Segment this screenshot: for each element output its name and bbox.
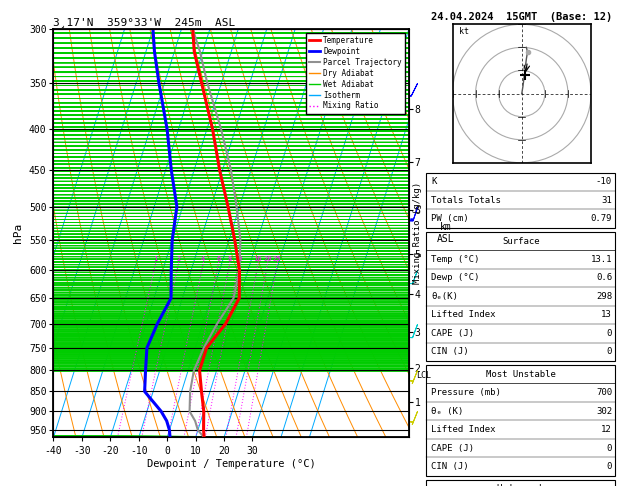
Text: 6: 6 <box>216 256 220 262</box>
Text: 10: 10 <box>234 256 243 262</box>
Legend: Temperature, Dewpoint, Parcel Trajectory, Dry Adiabat, Wet Adiabat, Isotherm, Mi: Temperature, Dewpoint, Parcel Trajectory… <box>306 33 405 114</box>
X-axis label: Dewpoint / Temperature (°C): Dewpoint / Temperature (°C) <box>147 459 316 469</box>
Text: 13: 13 <box>601 311 612 319</box>
Text: 0: 0 <box>606 444 612 452</box>
Text: Surface: Surface <box>502 237 540 245</box>
Text: CAPE (J): CAPE (J) <box>431 444 474 452</box>
Text: kt: kt <box>459 27 469 35</box>
Text: Dewp (°C): Dewp (°C) <box>431 274 480 282</box>
Text: 4: 4 <box>201 256 205 262</box>
Text: 0: 0 <box>606 462 612 471</box>
Text: 0.79: 0.79 <box>591 214 612 223</box>
Text: PW (cm): PW (cm) <box>431 214 469 223</box>
Text: 302: 302 <box>596 407 612 416</box>
Text: CAPE (J): CAPE (J) <box>431 329 474 338</box>
Text: Most Unstable: Most Unstable <box>486 370 556 379</box>
Text: 1: 1 <box>153 256 157 262</box>
Text: 31: 31 <box>601 196 612 205</box>
Text: 700: 700 <box>596 388 612 397</box>
Text: 298: 298 <box>596 292 612 301</box>
Text: Lifted Index: Lifted Index <box>431 311 496 319</box>
Text: CIN (J): CIN (J) <box>431 347 469 356</box>
Text: Hodograph: Hodograph <box>497 485 545 486</box>
Text: 0: 0 <box>606 329 612 338</box>
Y-axis label: km
ASL: km ASL <box>437 223 454 244</box>
Text: Lifted Index: Lifted Index <box>431 425 496 434</box>
Text: K: K <box>431 177 437 186</box>
Text: Pressure (mb): Pressure (mb) <box>431 388 501 397</box>
Text: 16: 16 <box>253 256 262 262</box>
Text: 13.1: 13.1 <box>591 255 612 264</box>
Text: 8: 8 <box>227 256 231 262</box>
Text: -10: -10 <box>596 177 612 186</box>
Text: 12: 12 <box>601 425 612 434</box>
Text: 24.04.2024  15GMT  (Base: 12): 24.04.2024 15GMT (Base: 12) <box>431 12 612 22</box>
Text: 0.6: 0.6 <box>596 274 612 282</box>
Text: 0: 0 <box>606 347 612 356</box>
Text: Totals Totals: Totals Totals <box>431 196 501 205</box>
Text: Temp (°C): Temp (°C) <box>431 255 480 264</box>
Text: 20: 20 <box>263 256 272 262</box>
Text: CIN (J): CIN (J) <box>431 462 469 471</box>
Text: θₑ(K): θₑ(K) <box>431 292 459 301</box>
Text: Mixing Ratio (g/kg): Mixing Ratio (g/kg) <box>413 182 421 284</box>
Text: 2: 2 <box>176 256 181 262</box>
Text: 3¸17'N  359°33'W  245m  ASL: 3¸17'N 359°33'W 245m ASL <box>53 17 236 27</box>
Text: 25: 25 <box>273 256 281 262</box>
Text: θₑ (K): θₑ (K) <box>431 407 464 416</box>
Text: LCL: LCL <box>416 371 431 380</box>
Y-axis label: hPa: hPa <box>13 223 23 243</box>
